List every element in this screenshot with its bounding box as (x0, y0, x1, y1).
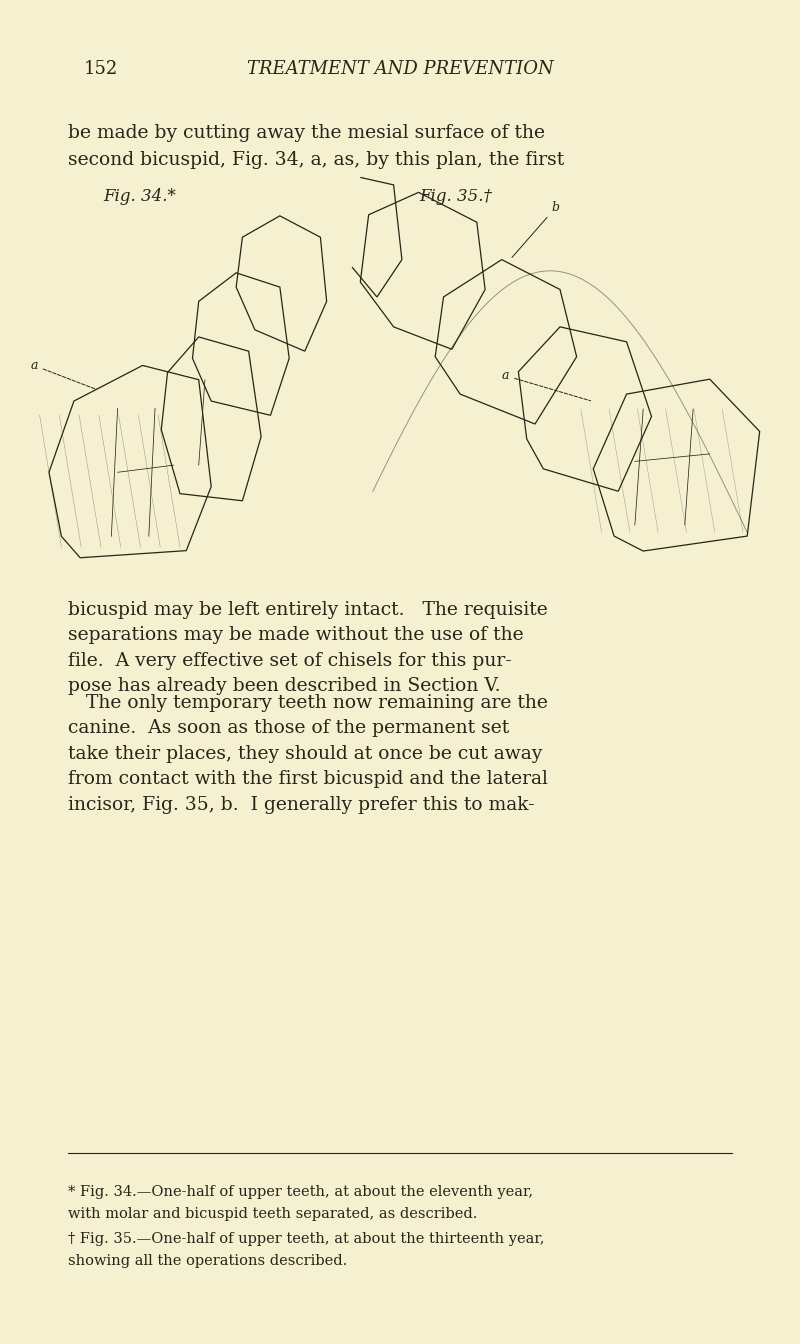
Text: incisor, Fig. 35, b.  I generally prefer this to mak-: incisor, Fig. 35, b. I generally prefer … (68, 796, 534, 813)
Text: take their places, they should at once be cut away: take their places, they should at once b… (68, 745, 542, 762)
Text: † Fig. 35.—One-half of upper teeth, at about the thirteenth year,: † Fig. 35.—One-half of upper teeth, at a… (68, 1232, 545, 1246)
Text: 152: 152 (84, 60, 118, 78)
Text: The only temporary teeth now remaining are the: The only temporary teeth now remaining a… (68, 694, 548, 711)
Text: b: b (512, 202, 560, 258)
Text: TREATMENT AND PREVENTION: TREATMENT AND PREVENTION (246, 60, 554, 78)
Text: second bicuspid, Fig. 34, a, as, by this plan, the first: second bicuspid, Fig. 34, a, as, by this… (68, 151, 564, 168)
Text: separations may be made without the use of the: separations may be made without the use … (68, 626, 524, 644)
Text: * Fig. 34.—One-half of upper teeth, at about the eleventh year,: * Fig. 34.—One-half of upper teeth, at a… (68, 1185, 533, 1199)
Text: a: a (502, 370, 590, 401)
Text: file.  A very effective set of chisels for this pur-: file. A very effective set of chisels fo… (68, 652, 512, 669)
Text: be made by cutting away the mesial surface of the: be made by cutting away the mesial surfa… (68, 124, 545, 141)
Text: Fig. 34.*: Fig. 34.* (103, 188, 177, 206)
Text: with molar and bicuspid teeth separated, as described.: with molar and bicuspid teeth separated,… (68, 1207, 478, 1220)
Text: Fig. 35.†: Fig. 35.† (419, 188, 493, 206)
Text: pose has already been described in Section V.: pose has already been described in Secti… (68, 677, 501, 695)
Text: from contact with the first bicuspid and the lateral: from contact with the first bicuspid and… (68, 770, 548, 788)
Text: canine.  As soon as those of the permanent set: canine. As soon as those of the permanen… (68, 719, 510, 737)
Text: a: a (30, 359, 96, 390)
Text: bicuspid may be left entirely intact.   The requisite: bicuspid may be left entirely intact. Th… (68, 601, 548, 618)
Text: showing all the operations described.: showing all the operations described. (68, 1254, 347, 1267)
